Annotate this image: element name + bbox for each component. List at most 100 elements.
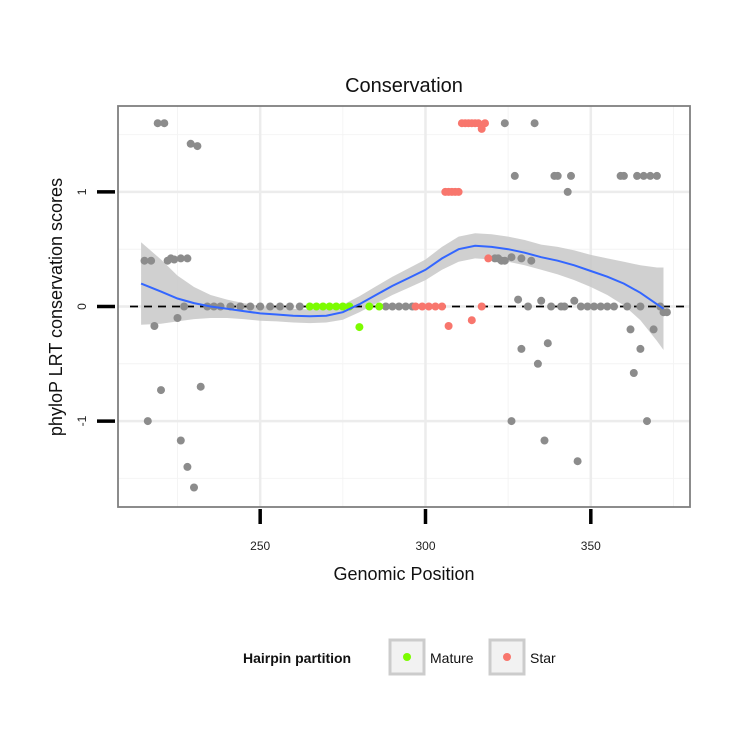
- point-other: [236, 302, 245, 311]
- point-star: [481, 119, 489, 128]
- plot-border: [117, 105, 691, 508]
- point-other: [514, 295, 523, 304]
- smooth-line-layer: [140, 244, 665, 318]
- point-other: [276, 302, 284, 311]
- point-other: [603, 302, 612, 311]
- x-tick-label: 350: [581, 539, 601, 553]
- point-other: [190, 483, 198, 492]
- point-mature: [355, 323, 364, 332]
- point-other: [573, 457, 582, 466]
- y-tick-label: 0: [75, 303, 89, 310]
- loess-smooth-line: [140, 244, 665, 318]
- points-layer: [140, 119, 671, 492]
- point-other: [517, 344, 526, 353]
- point-other: [543, 339, 552, 348]
- point-other: [619, 171, 628, 180]
- point-other: [547, 302, 556, 311]
- point-other: [186, 139, 195, 148]
- point-other: [553, 171, 562, 180]
- point-other: [517, 254, 526, 263]
- point-other: [507, 253, 516, 262]
- point-other: [537, 296, 546, 305]
- point-other: [590, 302, 599, 311]
- point-other: [646, 171, 655, 180]
- point-other: [507, 417, 516, 426]
- x-tick-label: 300: [415, 539, 435, 553]
- point-other: [629, 369, 638, 377]
- point-other: [193, 142, 202, 151]
- legend-label-mature: Mature: [430, 650, 474, 666]
- point-other: [623, 302, 632, 311]
- legend-dot-star: [503, 653, 511, 661]
- point-other: [246, 302, 255, 311]
- point-mature: [332, 302, 341, 311]
- point-other: [176, 254, 185, 263]
- point-other: [176, 436, 185, 445]
- point-other: [285, 302, 294, 311]
- point-other: [147, 256, 156, 265]
- y-tick-label: -1: [75, 415, 89, 426]
- point-other: [183, 254, 192, 263]
- point-other: [500, 256, 509, 265]
- point-other: [626, 325, 635, 334]
- point-star: [477, 302, 486, 311]
- point-other: [570, 296, 579, 305]
- x-tick-label: 250: [250, 539, 270, 553]
- point-other: [173, 314, 182, 322]
- legend: Hairpin partition Mature Star: [243, 638, 556, 676]
- point-other: [401, 302, 410, 311]
- y-axis-title: phyloP LRT conservation scores: [46, 178, 66, 436]
- point-other: [180, 302, 189, 311]
- point-mature: [312, 302, 321, 311]
- point-other: [652, 171, 661, 180]
- point-other: [576, 302, 585, 311]
- point-star: [411, 302, 420, 311]
- point-mature: [325, 302, 334, 311]
- point-other: [649, 325, 658, 334]
- point-star: [444, 322, 453, 330]
- point-other: [196, 382, 205, 391]
- point-mature: [365, 302, 374, 311]
- point-other: [150, 322, 159, 330]
- point-other: [143, 417, 152, 426]
- point-mature: [305, 302, 314, 311]
- point-mature: [319, 302, 327, 311]
- point-other: [256, 302, 265, 311]
- point-other: [639, 171, 648, 180]
- point-other: [166, 254, 175, 263]
- point-star: [454, 187, 463, 196]
- point-star: [467, 316, 476, 325]
- point-other: [533, 359, 542, 368]
- point-other: [560, 302, 569, 311]
- point-other: [610, 302, 618, 311]
- point-other: [540, 436, 549, 445]
- point-star: [431, 302, 440, 311]
- point-other: [643, 417, 651, 426]
- legend-label-star: Star: [530, 650, 556, 666]
- point-other: [596, 302, 605, 311]
- point-other: [563, 187, 572, 196]
- point-other: [636, 302, 645, 311]
- point-other: [527, 256, 536, 265]
- legend-title: Hairpin partition: [243, 650, 351, 666]
- legend-item-star: Star: [488, 638, 556, 676]
- legend-item-mature: Mature: [388, 638, 474, 676]
- point-other: [140, 256, 149, 265]
- axes: 250 300 350 -1 0 1: [75, 188, 601, 553]
- point-other: [510, 171, 519, 180]
- point-star: [424, 302, 433, 311]
- point-other: [567, 171, 575, 180]
- plot-frame: [117, 105, 691, 508]
- point-other: [395, 302, 403, 311]
- point-other: [500, 119, 509, 128]
- legend-dot-mature: [403, 653, 411, 661]
- point-other: [583, 302, 592, 311]
- x-axis-title: Genomic Position: [333, 564, 474, 584]
- point-other: [633, 171, 642, 180]
- point-other: [295, 302, 304, 311]
- point-other: [662, 308, 671, 317]
- point-star: [484, 254, 493, 263]
- point-other: [160, 119, 169, 128]
